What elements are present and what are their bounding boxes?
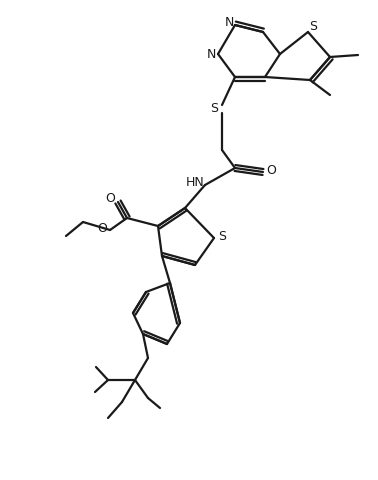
Text: O: O [105, 192, 115, 204]
Text: HN: HN [186, 176, 204, 189]
Text: N: N [224, 16, 234, 29]
Text: S: S [309, 21, 317, 34]
Text: O: O [266, 165, 276, 178]
Text: N: N [206, 48, 216, 61]
Text: S: S [210, 103, 218, 116]
Text: O: O [97, 223, 107, 236]
Text: S: S [218, 230, 226, 243]
